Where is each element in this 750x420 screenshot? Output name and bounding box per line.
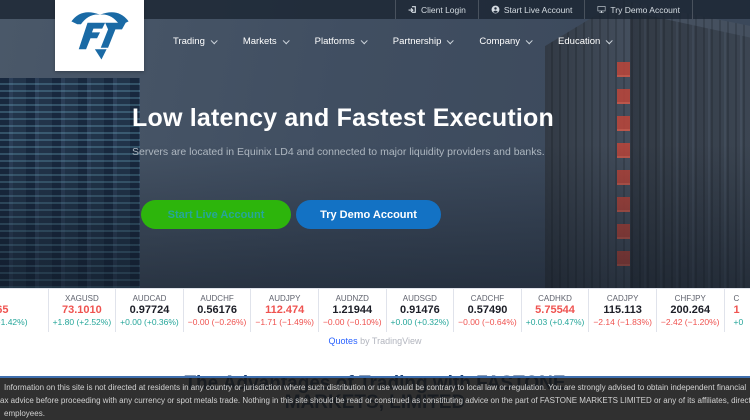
start-live-account-link[interactable]: Start Live Account (477, 0, 585, 19)
ticker-pair: C (733, 294, 740, 303)
ticker-price: 200.264 (670, 304, 711, 316)
ticker-change: −0.00 (−0.64%) (458, 317, 517, 327)
ticker-item[interactable]: AUDCAD 0.97724 +0.00 (+0.36%) (116, 289, 184, 332)
ticker-change: +1.80 (+2.52%) (52, 317, 112, 327)
nav-item-platforms[interactable]: Platforms (314, 36, 368, 47)
disclaimer-line-1: Information on this site is not directed… (4, 383, 747, 392)
try-demo-account-link[interactable]: Try Demo Account (584, 0, 693, 19)
chevron-down-icon (525, 37, 533, 45)
ticker-item[interactable]: AUDNZD 1.21944 −0.00 (−0.10%) (319, 289, 387, 332)
ticker-change: −0.00 (−0.10%) (322, 317, 382, 327)
hero-subtitle: Servers are located in Equinix LD4 and c… (132, 146, 545, 158)
ticker-pair: AUDJPY (268, 294, 301, 303)
ticker-change: −2.42 (−1.20%) (660, 317, 720, 327)
ticker-price: 0.57490 (467, 304, 508, 316)
client-login-label: Client Login (420, 4, 466, 15)
chevron-down-icon (447, 37, 455, 45)
ticker-change: +0.03 (+0.47%) (525, 317, 585, 327)
ticker-pair: CADHKD (538, 294, 572, 303)
ticker-item[interactable]: AUDCHF 0.56176 −0.00 (−0.26%) (184, 289, 252, 332)
ticker-pair: AUDNZD (335, 294, 369, 303)
brand-logo[interactable] (55, 0, 144, 71)
nav-item-partnership[interactable]: Partnership (392, 36, 455, 47)
user-icon (491, 5, 500, 14)
client-login-link[interactable]: Client Login (394, 0, 478, 19)
ticker-pair: AUDCAD (132, 294, 167, 303)
ticker-change: −0.00 (−0.26%) (187, 317, 247, 327)
nav-label-education: Education (558, 36, 601, 47)
top-utility-bar: Client Login Start Live Account Try Demo… (0, 0, 750, 19)
ticker-price: 08.65 (0, 304, 9, 316)
ticker-change: −1.71 (−1.49%) (255, 317, 314, 327)
hero-title: Low latency and Fastest Execution (132, 104, 554, 132)
start-live-account-button[interactable]: Start Live Account (141, 200, 291, 229)
nav-label-partnership: Partnership (392, 36, 442, 47)
ticker-pair: XAGUSD (64, 294, 99, 303)
ticker-item[interactable]: AUDSGD 0.91476 +0.00 (+0.32%) (387, 289, 455, 332)
ticker-price: 0.91476 (399, 304, 440, 316)
ticker-change: +0.00 (+0.36%) (120, 317, 179, 327)
ticker-change: +0 (733, 317, 744, 327)
nav-label-markets: Markets (242, 36, 277, 47)
nav-item-trading[interactable]: Trading (173, 36, 218, 47)
attribution-text: by TradingView (357, 336, 422, 346)
ticker-item[interactable]: AUDJPY 112.474 −1.71 (−1.49%) (251, 289, 319, 332)
ticker-change: +0.00 (+0.32%) (390, 317, 450, 327)
ticker-price: 73.1010 (62, 304, 102, 316)
ticker-pair: CADCHF (470, 294, 505, 303)
ticker-price: 1 (733, 304, 740, 316)
ticker-change: 70 (+1.42%) (0, 317, 28, 327)
disclaimer-line-2: ax advice before proceeding with any cur… (0, 396, 750, 405)
ticker-pair: CADJPY (606, 294, 639, 303)
main-nav: Trading Markets Platforms Partnership Co… (173, 36, 614, 47)
ticker-pair: AUDSGD (402, 294, 437, 303)
disclaimer-line-3: employees. (4, 409, 45, 418)
ticker-price: 5.75544 (535, 304, 575, 316)
ticker-item[interactable]: C 1 +0 (725, 289, 750, 332)
try-demo-account-label: Try Demo Account (610, 4, 680, 15)
bull-ft-logo-icon (70, 11, 129, 59)
ticker-change: −2.14 (−1.83%) (593, 317, 652, 327)
ticker-attribution: Quotes by TradingView (0, 336, 750, 346)
chevron-down-icon (360, 37, 368, 45)
nav-item-markets[interactable]: Markets (242, 36, 290, 47)
ticker-pair: USD (0, 294, 48, 304)
login-icon (408, 6, 416, 13)
tradingview-ticker: USD 08.65 70 (+1.42%) XAGUSD 73.1010 +1.… (0, 288, 750, 332)
nav-item-company[interactable]: Company (479, 36, 533, 47)
ticker-price: 0.56176 (197, 304, 237, 316)
nav-item-education[interactable]: Education (558, 36, 614, 47)
start-live-account-label: Start Live Account (503, 4, 573, 15)
ticker-price: 1.21944 (332, 304, 373, 316)
risk-disclaimer-bar: Information on this site is not directed… (0, 376, 750, 420)
chevron-down-icon (210, 37, 218, 45)
nav-label-company: Company (479, 36, 521, 47)
ticker-pair: CHFJPY (674, 294, 706, 303)
ticker-price: 0.97724 (129, 304, 170, 316)
ticker-pair: AUDCHF (200, 294, 234, 303)
ticker-price: 115.113 (603, 304, 642, 316)
ticker-item[interactable]: USD 08.65 70 (+1.42%) (0, 289, 49, 332)
ticker-item[interactable]: CADJPY 115.113 −2.14 (−1.83%) (589, 289, 657, 332)
nav-label-platforms: Platforms (314, 36, 355, 47)
quotes-link[interactable]: Quotes (328, 336, 358, 346)
ticker-item[interactable]: CHFJPY 200.264 −2.42 (−1.20%) (657, 289, 725, 332)
ticker-item[interactable]: CADHKD 5.75544 +0.03 (+0.47%) (522, 289, 590, 332)
ticker-price: 112.474 (265, 304, 305, 316)
ticker-item[interactable]: CADCHF 0.57490 −0.00 (−0.64%) (454, 289, 522, 332)
chevron-down-icon (282, 37, 290, 45)
try-demo-account-button[interactable]: Try Demo Account (296, 200, 441, 229)
ticker-item[interactable]: XAGUSD 73.1010 +1.80 (+2.52%) (49, 289, 117, 332)
nav-label-trading: Trading (173, 36, 205, 47)
monitor-icon (597, 6, 606, 13)
